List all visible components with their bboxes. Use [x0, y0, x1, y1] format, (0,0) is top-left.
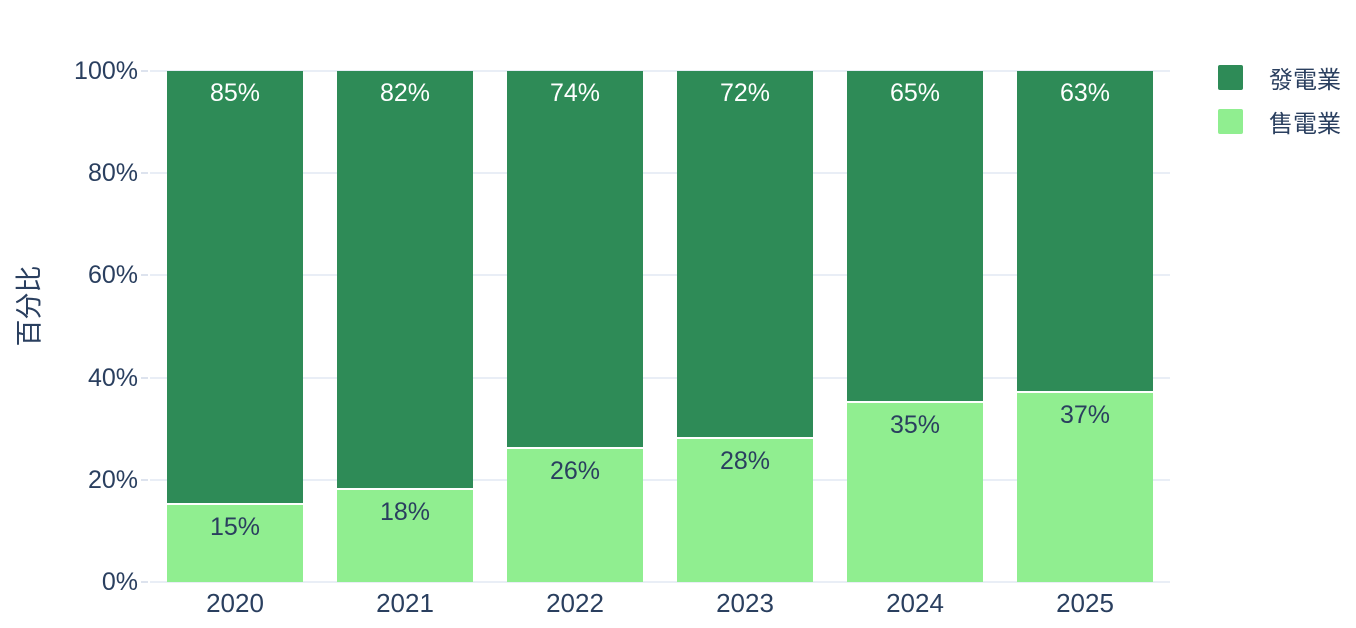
bar-segment-2025-售電業[interactable]: 37%: [1017, 392, 1153, 582]
bar-segment-2023-發電業[interactable]: 72%: [677, 71, 813, 439]
bar-label-2024-售電業: 35%: [889, 411, 941, 440]
legend: 發電業 售電業: [1218, 60, 1341, 139]
y-tick-label-60: 60%: [87, 261, 138, 290]
gridline-60: [150, 274, 1170, 277]
y-tick-label-100: 100%: [74, 57, 138, 85]
gridline-100: [150, 70, 1170, 72]
legend-swatch-retail: [1218, 109, 1243, 134]
x-tick-label-2023: 2023: [716, 588, 774, 618]
y-tick-label-0: 0%: [101, 568, 138, 596]
bar-segment-2024-售電業[interactable]: 35%: [847, 403, 983, 582]
y-tick-mark-80: [141, 172, 148, 175]
x-tick-label-2025: 2025: [1056, 588, 1114, 618]
bar-group-2024: 35% 65%: [847, 71, 983, 582]
bar-label-2024-發電業: 65%: [889, 79, 941, 108]
legend-label-retail: 售電業: [1269, 111, 1341, 138]
legend-item-generation[interactable]: 發電業: [1218, 60, 1341, 95]
gridline-80: [150, 172, 1170, 175]
legend-swatch-generation: [1218, 65, 1243, 90]
gridline-0: [150, 581, 1170, 583]
bar-segment-2021-發電業[interactable]: 82%: [337, 71, 473, 491]
plot-area: 15% 85% 18% 82% 26% 74% 28% 72% 35% 65% 37% 63%: [150, 70, 1170, 583]
x-tick-label-2021: 2021: [376, 588, 434, 618]
bar-label-2022-發電業: 74%: [549, 79, 601, 108]
bar-segment-2023-售電業[interactable]: 28%: [677, 438, 813, 582]
bar-label-2021-發電業: 82%: [379, 79, 431, 108]
legend-label-generation: 發電業: [1269, 67, 1341, 94]
bar-label-2025-售電業: 37%: [1059, 400, 1111, 429]
bar-label-2023-發電業: 72%: [719, 79, 771, 108]
y-tick-mark-40: [141, 376, 148, 379]
y-tick-mark-60: [141, 274, 148, 277]
y-tick-label-40: 40%: [87, 363, 138, 392]
y-tick-mark-100: [141, 70, 148, 72]
bar-group-2023: 28% 72%: [677, 71, 813, 582]
y-tick-label-80: 80%: [87, 159, 138, 188]
legend-item-retail[interactable]: 售電業: [1218, 104, 1341, 139]
gridline-40: [150, 376, 1170, 379]
bar-segment-2020-發電業[interactable]: 85%: [167, 71, 303, 506]
bar-segment-2022-售電業[interactable]: 26%: [507, 449, 643, 582]
bar-label-2023-售電業: 28%: [719, 446, 771, 475]
bar-group-2020: 15% 85%: [167, 71, 303, 582]
bar-segment-2024-發電業[interactable]: 65%: [847, 71, 983, 404]
y-tick-mark-20: [141, 478, 148, 481]
bar-label-2020-售電業: 15%: [209, 513, 261, 542]
x-tick-label-2020: 2020: [206, 588, 264, 618]
bar-label-2022-售電業: 26%: [549, 457, 601, 486]
x-tick-label-2022: 2022: [546, 588, 604, 618]
bar-label-2025-發電業: 63%: [1059, 79, 1111, 108]
y-tick-label-20: 20%: [87, 465, 138, 494]
bar-segment-2020-售電業[interactable]: 15%: [167, 505, 303, 582]
bar-segment-2025-發電業[interactable]: 63%: [1017, 71, 1153, 393]
bar-group-2025: 37% 63%: [1017, 71, 1153, 582]
gridline-20: [150, 478, 1170, 481]
bar-segment-2021-售電業[interactable]: 18%: [337, 490, 473, 582]
bar-label-2021-售電業: 18%: [379, 498, 431, 527]
x-tick-label-2024: 2024: [886, 588, 944, 618]
bar-label-2020-發電業: 85%: [209, 79, 261, 108]
bar-group-2021: 18% 82%: [337, 71, 473, 582]
y-tick-mark-0: [141, 581, 148, 583]
bar-group-2022: 26% 74%: [507, 71, 643, 582]
bar-segment-2022-發電業[interactable]: 74%: [507, 71, 643, 450]
